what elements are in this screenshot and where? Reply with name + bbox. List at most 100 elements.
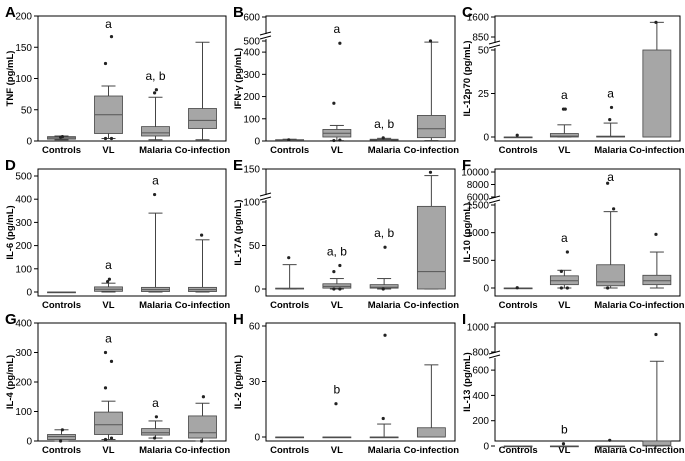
significance-annotation: b <box>334 383 341 397</box>
y-tick-label: 400 <box>15 319 32 330</box>
box <box>642 49 672 138</box>
y-tick-label: 0 <box>26 137 32 148</box>
x-category-label: Co-infection <box>175 145 231 156</box>
x-category-label: Co-infection <box>175 300 231 311</box>
panel-letter: D <box>5 157 16 174</box>
y-tick-label: 0 <box>483 133 489 144</box>
axes-frame <box>265 168 456 297</box>
x-category-label: Controls <box>42 445 81 456</box>
outlier-point <box>332 287 336 291</box>
outlier-point <box>334 402 338 406</box>
y-axis-label: IL-2 (pg/mL) <box>233 355 244 409</box>
y-tick-label: 50 <box>249 241 261 252</box>
y-tick-label: 200 <box>243 92 260 103</box>
outlier-point <box>609 105 614 110</box>
y-tick-label: 400 <box>243 48 260 59</box>
panel-i: I IL-13 (pg/mL) 0 200 400 600 800 1000 Controls V… <box>462 311 685 456</box>
outlier-point <box>654 20 658 24</box>
outlier-point <box>338 138 342 142</box>
x-category-label: Controls <box>499 300 538 311</box>
box <box>596 264 626 287</box>
axis-break-mark <box>488 44 501 49</box>
outlier-point <box>153 436 157 440</box>
y-tick-label: 100 <box>243 114 260 125</box>
outlier-point <box>332 101 336 105</box>
panel-letter: F <box>462 157 471 174</box>
box <box>642 440 672 447</box>
significance-annotation: a <box>561 231 568 245</box>
x-category-label: Controls <box>499 445 538 456</box>
panel-a: A TNF (pg/mL) 0 50 100 150 200 Controls VL a Malar… <box>5 4 230 156</box>
panel-letter: A <box>5 4 16 21</box>
outlier-point <box>109 436 114 440</box>
y-tick-label: 100 <box>15 264 32 275</box>
y-tick-label: 300 <box>15 218 32 229</box>
outlier-point <box>154 415 158 419</box>
y-tick-label: 1600 <box>467 13 490 24</box>
significance-annotation: a, b <box>145 69 165 83</box>
outlier-point <box>606 286 610 290</box>
y-tick-label: 0 <box>483 442 489 453</box>
outlier-point <box>338 287 342 291</box>
box <box>642 274 672 286</box>
panel-g: G IL-4 (pg/mL) 0 100 200 300 400 Controls VL a Mal… <box>5 311 230 456</box>
outlier-point <box>106 279 110 284</box>
x-category-label: Malaria <box>368 445 401 456</box>
axis-break-mark <box>488 195 501 200</box>
y-tick-label: 100 <box>243 198 260 209</box>
x-category-label: Controls <box>270 445 309 456</box>
outlier-point <box>153 91 157 95</box>
significance-annotation: a <box>105 332 112 346</box>
axes-frame <box>37 168 227 297</box>
y-tick-label: 150 <box>243 165 260 176</box>
box <box>141 428 170 436</box>
outlier-point <box>107 277 111 281</box>
outlier-point <box>559 269 563 273</box>
y-tick-label: 100 <box>15 74 32 85</box>
x-category-label: Malaria <box>368 300 401 311</box>
outlier-point <box>612 207 616 211</box>
axis-break-gap <box>489 198 501 203</box>
outlier-point <box>515 286 519 290</box>
outlier-point <box>381 416 385 421</box>
panel-letter: H <box>233 311 244 328</box>
significance-annotation: a <box>334 22 341 36</box>
outlier-point <box>608 438 612 442</box>
significance-annotation: a, b <box>327 245 347 259</box>
outlier-point <box>103 437 108 442</box>
outlier-point <box>103 350 108 355</box>
y-tick-label: 25 <box>478 89 490 100</box>
axis-break-mark <box>259 31 272 36</box>
x-category-label: Controls <box>270 145 309 156</box>
outlier-point <box>200 233 204 237</box>
outlier-point <box>428 39 433 43</box>
y-axis-label: IL-10 (pg/mL) <box>462 203 473 263</box>
outlier-point <box>381 287 385 291</box>
y-tick-label: 200 <box>15 378 32 389</box>
outlier-point <box>103 136 108 141</box>
significance-annotation: a <box>152 174 159 188</box>
y-tick-label: 100 <box>15 407 32 418</box>
outlier-point <box>654 232 658 236</box>
y-tick-label: 0 <box>26 437 32 448</box>
y-tick-label: 0 <box>254 137 260 148</box>
x-category-label: VL <box>331 300 343 311</box>
box <box>141 126 170 137</box>
significance-annotation: a <box>607 86 614 100</box>
x-category-label: VL <box>102 445 114 456</box>
box <box>549 133 579 138</box>
outlier-point <box>287 138 291 142</box>
panel-e: E IL-17A (pg/mL) 0 50 100 150 Controls VL a, b Ma… <box>233 157 459 311</box>
x-category-label: Co-infection <box>404 445 460 456</box>
y-tick-label: 1000 <box>467 323 490 334</box>
outlier-point <box>565 250 569 254</box>
x-category-label: Controls <box>499 145 538 156</box>
y-tick-label: 300 <box>243 70 260 81</box>
axes-frame <box>265 15 456 142</box>
y-tick-label: 0 <box>254 285 260 296</box>
outlier-point <box>383 245 387 249</box>
panel-letter: G <box>5 311 17 328</box>
outlier-point <box>109 136 114 141</box>
outlier-point <box>428 170 433 174</box>
